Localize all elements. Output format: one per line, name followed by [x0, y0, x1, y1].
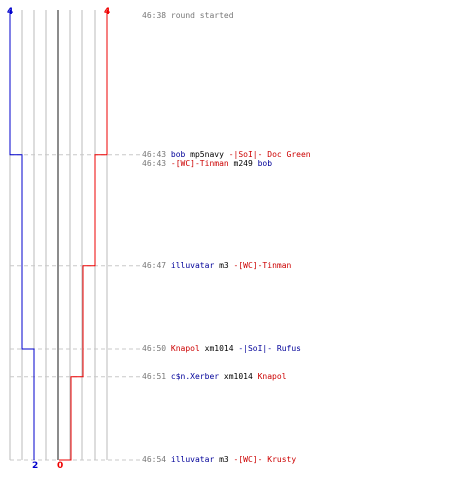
event-text: m249: [228, 158, 258, 168]
event-timestamp: 46:50: [142, 344, 171, 353]
event-text: illuvatar: [170, 260, 215, 270]
event-text: -|SoI|- Rufus: [238, 344, 301, 353]
event-text: -[WC]-Tinman: [233, 260, 292, 270]
kill-log-entry: 46:47 illuvatar m3 -[WC]-Tinman: [142, 261, 291, 271]
event-text: -|SoI|- Doc Green: [228, 149, 311, 159]
event-text: bob: [257, 158, 273, 168]
event-text: -[WC]- Krusty: [233, 455, 297, 464]
event-text: illuvatar: [170, 455, 215, 464]
event-text: c$n.Xerber: [170, 371, 220, 381]
kill-log-entry: 46:51 c$n.Xerber xm1014 Knapol: [142, 372, 287, 382]
kill-log-entry: 46:43 -[WC]-Tinman m249 bob: [142, 159, 272, 169]
event-timestamp: 46:43: [142, 158, 171, 168]
event-text: m3: [214, 455, 234, 464]
kill-log-entry: 46:38 round started: [142, 11, 234, 21]
event-text: bob: [170, 149, 186, 159]
red-end-count: 0: [57, 461, 63, 471]
event-text: mp5navy: [185, 149, 229, 159]
kill-log-entry: 46:50 Knapol xm1014 -|SoI|- Rufus: [142, 344, 301, 354]
event-timestamp: 46:51: [142, 371, 171, 381]
kill-log-entry: 46:43 bob mp5navy -|SoI|- Doc Green: [142, 150, 311, 160]
event-timestamp: 46:43: [142, 149, 171, 159]
event-text: m3: [214, 260, 234, 270]
chart-grid: [9, 10, 108, 460]
event-text: Knapol: [257, 371, 287, 381]
blue-team-line: [9, 10, 35, 460]
red-team-line: [59, 10, 108, 461]
event-timestamp: 46:54: [142, 455, 171, 464]
event-guide-lines: [10, 154, 140, 461]
red-start-count: 4: [104, 7, 110, 17]
blue-start-count: 4: [7, 7, 13, 17]
event-text: Knapol: [170, 344, 200, 353]
blue-end-count: 2: [32, 461, 38, 471]
event-text: round started: [170, 11, 234, 20]
event-text: xm1014: [199, 344, 239, 353]
event-text: -[WC]-Tinman: [170, 158, 229, 168]
event-timestamp: 46:38: [142, 11, 171, 20]
kill-log-entry: 46:54 illuvatar m3 -[WC]- Krusty: [142, 455, 296, 465]
event-text: xm1014: [219, 371, 258, 381]
event-timestamp: 46:47: [142, 260, 171, 270]
